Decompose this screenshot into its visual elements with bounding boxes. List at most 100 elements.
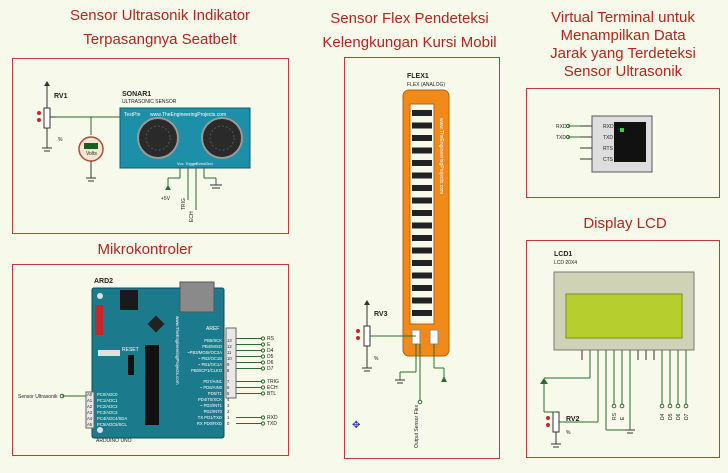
lcd-net-label: D6	[676, 413, 682, 420]
arduino-analog-pin-name: PC0/ADC0	[97, 392, 118, 397]
terminal-pin-label: RXD	[603, 124, 614, 130]
arduino-digital-pin-name: PD4/T0/XCK	[198, 397, 222, 402]
flex-sensor[interactable]: www.TheEngineeringProjects.com	[402, 89, 450, 357]
lcd-net-label: RS	[612, 412, 618, 420]
heading-sensor-ultrasonik: Sensor Ultrasonik Indikator Terpasangnya…	[40, 6, 280, 50]
heading-text: Mikrokontroler	[97, 241, 193, 258]
arduino-digital-pin-name: ~ PB2/OC1B	[198, 356, 222, 361]
arduino-analog-pin: A4	[87, 416, 93, 421]
heading-line: Sensor Ultrasonik Indikator	[69, 7, 251, 24]
arduino-aref-label: AREF	[206, 326, 219, 332]
arduino-net-label: TRIG	[267, 379, 279, 385]
arduino-digital-pin-number: 6	[227, 385, 230, 390]
arduino-net-label: ECH	[267, 385, 278, 391]
arduino-digital-pin-name: ~ PD3/INT1	[200, 403, 223, 408]
arduino-digital-pin-name: PD7/AIN1	[203, 379, 222, 384]
arduino-net-label: D6	[267, 360, 274, 366]
arduino-digital-pin-number: 13	[227, 338, 232, 343]
arduino-digital-pin-number: 0	[227, 421, 230, 426]
sonar-trig-net: TRIG	[181, 198, 187, 210]
arduino-digital-pin-number: 1	[227, 415, 230, 420]
arduino-digital-pin-name: ~ PB1/OC1A	[198, 362, 222, 367]
arduino-digital-pin-name: PD5/T1	[208, 391, 223, 396]
arduino-net-label: D4	[267, 348, 274, 354]
arduino-net-label: RXD	[267, 415, 278, 421]
arduino-digital-pin-number: 12	[227, 344, 232, 349]
origin-marker-icon: ✥	[352, 420, 360, 431]
heading-mikrokontroler: Mikrokontroler	[60, 240, 230, 260]
frame-terminal	[526, 88, 720, 198]
arduino-digital-pin-name: PB5/SCK	[204, 338, 222, 343]
arduino-input-label: Sensor Ultrasonik	[18, 394, 58, 400]
arduino-net-label: TXD	[267, 421, 277, 427]
arduino-analog-pin: A5	[87, 422, 93, 427]
arduino-analog-pin-name: PC5/ADC5/SCL	[97, 422, 127, 427]
sonar-pin-vcc: Vcc	[177, 161, 184, 166]
arduino-name-label: ARDUINO UNO	[96, 438, 132, 444]
voltmeter[interactable]: Volts	[78, 117, 104, 182]
arduino-digital-pin-number: 11	[227, 350, 232, 355]
voltmeter-unit: Volts	[86, 151, 97, 157]
heading-display-lcd: Display LCD	[560, 214, 690, 234]
arduino-digital-pin-name: ~PB3/MOSI/OC2A	[187, 350, 222, 355]
sonar-pin-trigger: Trigger	[185, 161, 198, 166]
arduino-analog-pin-name: PC1/ADC1	[97, 398, 118, 403]
arduino-analog-pin: A1	[87, 398, 93, 403]
sonar-brand-label: www.TheEngineeringProjects.com	[150, 112, 226, 118]
arduino-brand-label: www.TheEngineeringProjects.com	[175, 316, 180, 385]
arduino-digital-pin-name: PD2/INT0	[204, 409, 223, 414]
potentiometer-rv1[interactable]: RV1 %	[37, 81, 68, 152]
frame-lcd	[526, 240, 720, 458]
arduino-digital-pin-number: 5	[227, 391, 230, 396]
flex-ref-label: FLEX1	[407, 73, 429, 80]
arduino-digital-pin-number: 9	[227, 362, 230, 367]
terminal-net-label: TXD	[556, 135, 566, 141]
heading-line: Jarak yang Terdeteksi	[550, 45, 696, 62]
sonar-name-label: ULTRASONIC SENSOR	[122, 99, 177, 105]
sonar-ref-label: SONAR1	[122, 91, 151, 98]
sonar-testpin-label: TestPin	[124, 112, 141, 118]
rv3-ref-label: RV3	[374, 311, 388, 318]
arduino-analog-names: A0 PC0/ADC0 A1 PC1/ADC1 A2 PC2/ADC2 A3 PC3/ADC3…	[87, 392, 127, 427]
terminal-pin-label: RTS	[603, 146, 614, 152]
arduino-analog-pin-name: PC3/ADC3	[97, 410, 118, 415]
sonar-echo-net: ECH	[189, 211, 195, 222]
arduino-digital-pin-name: TX PD1/TXD	[198, 415, 222, 420]
sonar-pin-echo: Echo	[196, 161, 206, 166]
frame-flex	[344, 57, 500, 459]
arduino-reset-label: RESET	[122, 347, 139, 353]
arduino-digital-pin-name: RX PD0/RXD	[197, 421, 222, 426]
arduino-analog-pin-name: PC2/ADC2	[97, 404, 118, 409]
ultrasonic-sensor[interactable]: SONAR1 ULTRASONIC SENSOR TestPin www.The…	[119, 91, 251, 169]
lcd-display[interactable]	[553, 271, 695, 351]
arduino-net-label: BTL	[267, 391, 276, 397]
terminal-pin-label: TXD	[603, 135, 613, 141]
lcd-ref-label: LCD1	[554, 251, 572, 258]
flex-brand-label: www.TheEngineeringProjects.com	[438, 118, 444, 194]
heading-text: Display LCD	[583, 215, 667, 232]
frame-mikrokontroler	[12, 264, 289, 456]
rv1-unit: %	[58, 137, 63, 143]
frame-sonar	[12, 58, 289, 234]
arduino-board[interactable]: www.TheEngineeringProjects.com ARDUINO U…	[85, 281, 237, 444]
terminal-pin-label: CTS	[603, 157, 614, 163]
arduino-digital-pin-name: ~ PD6/AIN0	[200, 385, 223, 390]
arduino-net-label: RS	[267, 336, 275, 342]
arduino-digital-pin-number: 2	[227, 409, 230, 414]
arduino-net-label: E	[267, 342, 271, 348]
heading-line: Sensor Flex Pendeteksi	[330, 10, 489, 27]
heading-line: Kelengkungan Kursi Mobil	[322, 34, 497, 51]
arduino-digital-pin-name: PB0/ICP1/CLKO	[191, 368, 223, 373]
heading-virtual-terminal: Virtual Terminal untuk Menampilkan Data …	[528, 9, 718, 81]
arduino-analog-pin: A2	[87, 404, 93, 409]
flex-output-label: Output Sensor Flex	[414, 404, 420, 448]
lcd-name-label: LCD 20X4	[554, 260, 577, 266]
virtual-terminal[interactable]: RXD TXD RTS CTS RXD TXD	[556, 115, 653, 173]
sonar-pin-gnd: Gnd	[205, 161, 213, 166]
terminal-net-label: RXD	[556, 124, 567, 130]
